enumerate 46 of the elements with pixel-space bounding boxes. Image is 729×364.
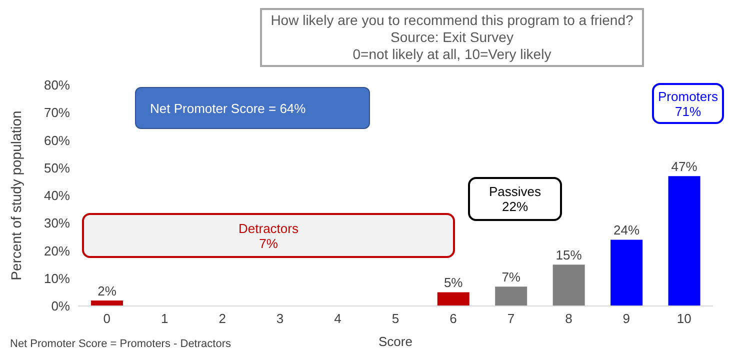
y-tick-label: 0%: [51, 298, 70, 314]
bar: [495, 286, 528, 306]
y-tick-label: 50%: [44, 160, 70, 176]
x-tick-label: 10: [676, 311, 692, 326]
callout-box: Net Promoter Score = 64%: [135, 87, 370, 129]
x-tick-label: 4: [334, 311, 342, 326]
x-tick-label: 6: [450, 311, 457, 326]
text: 0=not likely at all, 10=Very likely: [352, 46, 552, 63]
x-tick-label: 7: [507, 311, 515, 326]
y-tick-label: 70%: [44, 105, 70, 120]
y-tick-label: 10%: [44, 270, 70, 286]
x-tick-label: 8: [565, 311, 572, 326]
annotation: Net Promoter Score = 64%: [150, 100, 306, 116]
x-tick-label: 9: [622, 311, 630, 326]
bar: [610, 240, 643, 306]
data-label: 2%: [98, 283, 117, 298]
text: Net Promoter Score = Promoters - Detractors: [10, 338, 231, 350]
data-label: 24%: [614, 222, 640, 238]
data-label: 15%: [556, 248, 582, 263]
x-tick-label: 5: [392, 311, 400, 326]
y-tick-label: 20%: [44, 243, 70, 258]
chart-title: How likely are you to recommend this program to a friend?: [270, 12, 634, 29]
x-axis-title: Score: [378, 334, 412, 349]
callout-box: Promoters 71%: [652, 83, 724, 124]
y-tick-label: 80%: [44, 78, 70, 93]
bar: [668, 176, 700, 306]
y-tick-label: 60%: [44, 132, 70, 148]
x-tick-label: 3: [276, 311, 284, 326]
x-tick-label: 0: [103, 311, 110, 326]
y-tick-label: 30%: [44, 216, 70, 231]
annotation: Promoters 71%: [658, 88, 718, 118]
callout-box: Detractors 7%: [82, 213, 455, 258]
data-label: 7%: [502, 270, 521, 285]
y-tick-label: 40%: [44, 188, 70, 204]
y-axis-title: Percent of study population: [8, 110, 24, 280]
bar: [437, 292, 470, 306]
annotation: Passives 22%: [488, 184, 542, 214]
x-tick-label: 2: [218, 311, 226, 326]
chart-subtitle: Source: Exit Survey: [390, 29, 514, 46]
callout-box: Passives 22%: [468, 177, 562, 221]
bar: [552, 264, 585, 306]
x-tick-label: 1: [160, 311, 168, 326]
data-label: 47%: [671, 159, 698, 174]
bar: [91, 300, 123, 306]
data-label: 5%: [444, 275, 464, 290]
annotation: Detractors 7%: [238, 220, 298, 250]
